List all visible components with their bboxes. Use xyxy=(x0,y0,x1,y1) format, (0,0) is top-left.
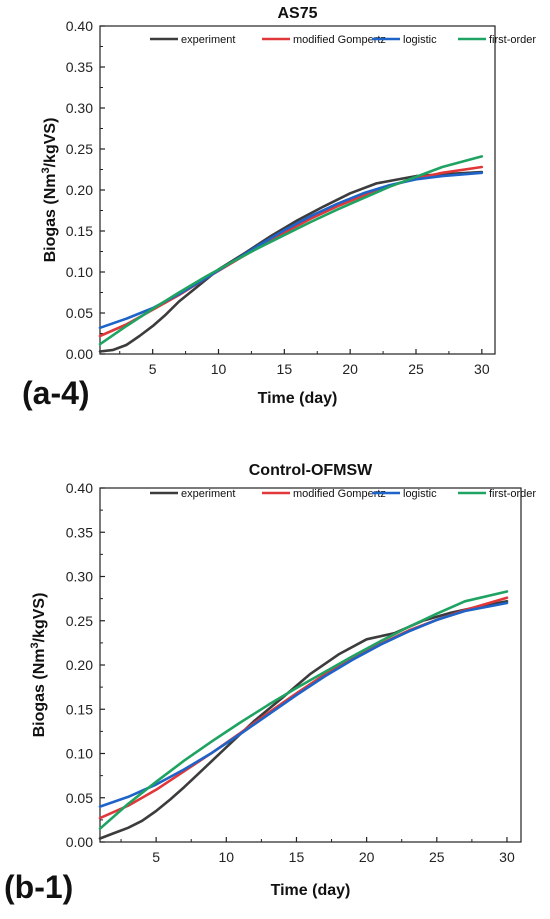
x-tick-label: 15 xyxy=(289,849,305,865)
legend-label: modified Gompertz xyxy=(293,34,386,46)
y-tick-label: 0.25 xyxy=(66,613,93,629)
y-tick-label: 0.35 xyxy=(66,524,93,540)
legend-label: experiment xyxy=(181,488,235,500)
x-axis-title: Time (day) xyxy=(271,882,351,899)
biogas-chart-control-ofmsw: Control-OFMSW 0.00 0.05 0.10 0.15 0.20 0.25 0.3… xyxy=(29,462,536,899)
y-tick-label: 0.15 xyxy=(66,223,93,239)
x-tick-label: 15 xyxy=(277,361,293,377)
y-tick-label: 0.10 xyxy=(66,264,93,280)
legend-label: first-order xyxy=(489,34,536,46)
chart-title: AS75 xyxy=(277,5,317,22)
panel-label: (b-1) xyxy=(4,869,74,905)
x-axis-title: Time (day) xyxy=(258,390,338,407)
series-line-modified-gompertz xyxy=(98,596,509,820)
x-tick-label: 10 xyxy=(211,361,227,377)
y-tick-label: 0.00 xyxy=(66,346,93,362)
series-line-experiment xyxy=(98,600,509,840)
y-tick-label: 0.40 xyxy=(66,480,93,496)
legend-label: modified Gompertz xyxy=(293,488,386,500)
chart-panel-b1: Control-OFMSW 0.00 0.05 0.10 0.15 0.20 0.25 0.3… xyxy=(0,455,550,919)
x-tick-label: 10 xyxy=(219,849,235,865)
y-tick-label: 0.05 xyxy=(66,790,93,806)
series-line-experiment xyxy=(98,170,484,353)
y-tick-label: 0.20 xyxy=(66,657,93,673)
x-tick-label: 20 xyxy=(342,361,358,377)
y-tick-label: 0.10 xyxy=(66,746,93,762)
legend-label: experiment xyxy=(181,34,235,46)
x-tick-label: 30 xyxy=(499,849,515,865)
series-line-logistic xyxy=(98,601,509,808)
y-tick-label: 0.20 xyxy=(66,182,93,198)
y-tick-label: 0.25 xyxy=(66,141,93,157)
series-line-first-order xyxy=(98,590,509,831)
legend-label: logistic xyxy=(403,34,437,46)
y-tick-label: 0.05 xyxy=(66,305,93,321)
y-tick-label: 0.30 xyxy=(66,569,93,585)
x-tick-label: 25 xyxy=(408,361,424,377)
y-tick-label: 0.40 xyxy=(66,18,93,34)
legend-label: logistic xyxy=(403,488,437,500)
panel-label: (a-4) xyxy=(22,375,90,411)
chart-title: Control-OFMSW xyxy=(249,462,373,479)
y-tick-label: 0.15 xyxy=(66,701,93,717)
chart-panel-a4: AS75 0.00 0.05 0.10 0.15 0.20 0.25 0.30 0.35 0.40… xyxy=(0,0,550,430)
y-tick-label: 0.00 xyxy=(66,834,93,850)
series-line-modified-gompertz xyxy=(98,165,484,338)
y-axis-title: Biogas (Nm3/kgVS) xyxy=(40,118,59,263)
x-tick-label: 5 xyxy=(149,361,157,377)
x-tick-label: 25 xyxy=(429,849,445,865)
plot-frame xyxy=(99,487,522,843)
y-tick-label: 0.30 xyxy=(66,100,93,116)
y-tick-label: 0.35 xyxy=(66,59,93,75)
x-tick-label: 5 xyxy=(152,849,160,865)
y-axis-title: Biogas (Nm3/kgVS) xyxy=(29,593,48,738)
x-tick-label: 30 xyxy=(474,361,490,377)
series-line-first-order xyxy=(98,155,484,346)
legend-label: first-order xyxy=(489,488,536,500)
biogas-chart-as75: AS75 0.00 0.05 0.10 0.15 0.20 0.25 0.30 0.35 0.40… xyxy=(40,5,536,407)
x-tick-label: 20 xyxy=(359,849,375,865)
